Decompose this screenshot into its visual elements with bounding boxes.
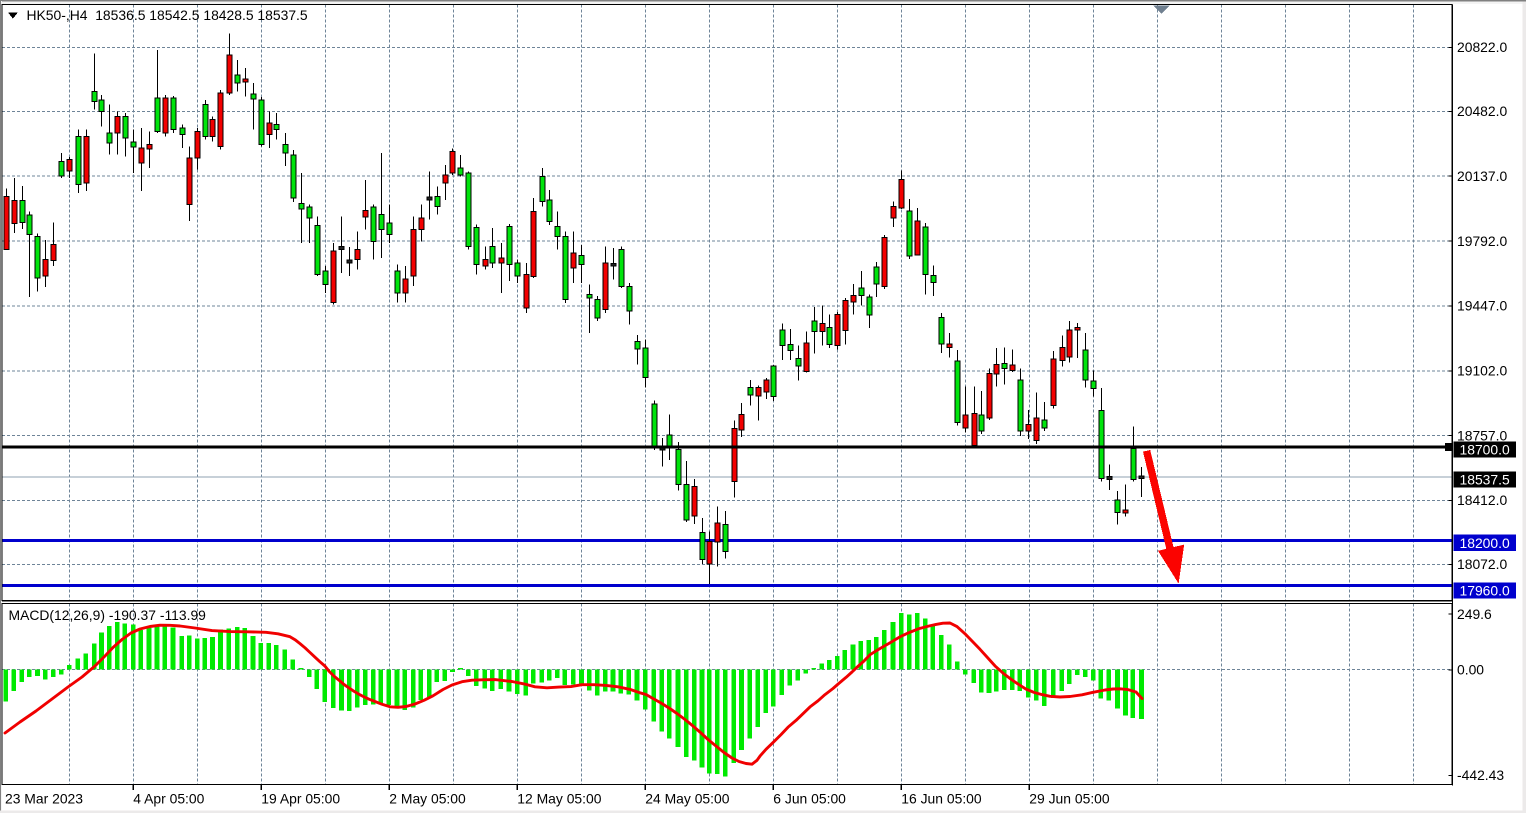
svg-text:18072.0: 18072.0 xyxy=(1457,556,1507,572)
svg-text:12 May 05:00: 12 May 05:00 xyxy=(517,791,601,807)
svg-text:16 Jun 05:00: 16 Jun 05:00 xyxy=(901,791,982,807)
svg-text:19447.0: 19447.0 xyxy=(1457,298,1507,314)
svg-text:18412.0: 18412.0 xyxy=(1457,492,1507,508)
svg-text:24 May 05:00: 24 May 05:00 xyxy=(645,791,729,807)
svg-text:HK50-,H4 18536.5 18542.5 1842: HK50-,H4 18536.5 18542.5 18428.5 18537.5 xyxy=(27,7,308,23)
svg-text:-442.43: -442.43 xyxy=(1457,767,1504,783)
svg-text:20137.0: 20137.0 xyxy=(1457,168,1507,184)
svg-text:0.00: 0.00 xyxy=(1457,662,1484,678)
svg-text:19102.0: 19102.0 xyxy=(1457,363,1507,379)
svg-text:2 May 05:00: 2 May 05:00 xyxy=(389,791,466,807)
svg-text:20822.0: 20822.0 xyxy=(1457,39,1507,55)
svg-text:18537.5: 18537.5 xyxy=(1460,471,1510,487)
svg-text:17960.0: 17960.0 xyxy=(1460,583,1510,599)
svg-text:20482.0: 20482.0 xyxy=(1457,103,1507,119)
svg-text:18757.0: 18757.0 xyxy=(1457,427,1507,443)
svg-text:MACD(12,26,9) -190.37 -113.99: MACD(12,26,9) -190.37 -113.99 xyxy=(9,607,207,623)
svg-text:23 Mar 2023: 23 Mar 2023 xyxy=(5,791,83,807)
svg-text:249.6: 249.6 xyxy=(1457,606,1492,622)
svg-text:29 Jun 05:00: 29 Jun 05:00 xyxy=(1029,791,1110,807)
svg-text:18200.0: 18200.0 xyxy=(1460,535,1510,551)
svg-text:19 Apr 05:00: 19 Apr 05:00 xyxy=(261,791,340,807)
svg-text:6 Jun 05:00: 6 Jun 05:00 xyxy=(773,791,846,807)
svg-text:4 Apr 05:00: 4 Apr 05:00 xyxy=(133,791,204,807)
svg-text:19792.0: 19792.0 xyxy=(1457,233,1507,249)
svg-text:18700.0: 18700.0 xyxy=(1460,442,1510,458)
